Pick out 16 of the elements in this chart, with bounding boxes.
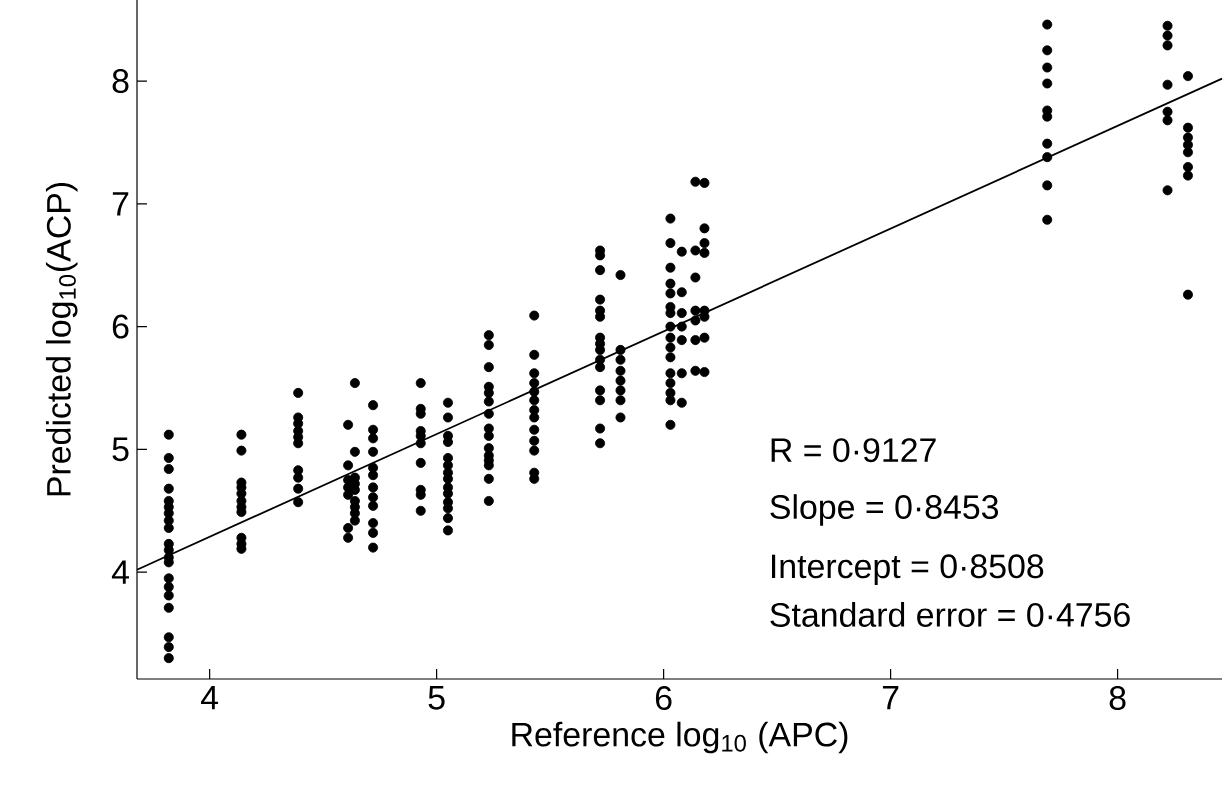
y-axis-title: Predicted log$_{10}$(ACP) — [45, 182, 78, 496]
y-tick-label: 6 — [112, 314, 129, 339]
y-tick-label: 4 — [111, 560, 129, 584]
x-tick-label: 5 — [428, 686, 445, 710]
y-tick-label: 7 — [112, 192, 129, 216]
y-tick-label: 8 — [112, 69, 129, 94]
x-tick-label: 8 — [1109, 686, 1126, 711]
annotation: R = 0·9127 — [771, 438, 936, 463]
annotation: Slope = 0·8453 — [770, 494, 999, 526]
annotation: Intercept = 0·8508 — [772, 554, 1044, 586]
x-tick-label: 4 — [201, 686, 219, 710]
x-tick-label: 6 — [655, 686, 672, 711]
x-axis-title: Reference log$_{10}$ (APC) — [512, 721, 848, 754]
y-tick-label: 5 — [112, 437, 129, 462]
x-tick-label: 7 — [882, 686, 899, 710]
annotation: Standard error = 0·4756 — [770, 602, 1130, 627]
